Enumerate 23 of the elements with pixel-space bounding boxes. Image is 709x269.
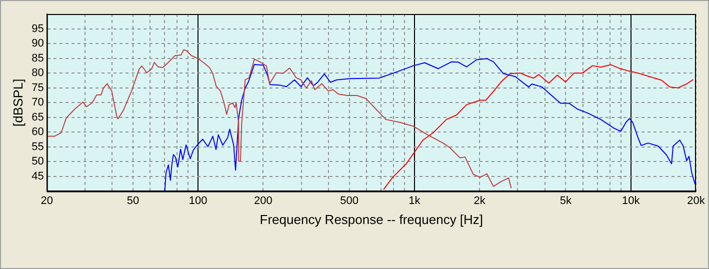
y-tick-label: 75 [32, 82, 44, 94]
y-tick-label: 45 [32, 170, 44, 182]
y-tick-label: 80 [32, 67, 44, 80]
x-tick-label: 20 [40, 194, 53, 207]
y-tick-label: 50 [32, 156, 44, 168]
y-tick-label: 65 [32, 111, 44, 124]
y-tick-label: 90 [32, 38, 44, 50]
x-tick-label: 500 [340, 194, 359, 207]
x-tick-label: 5k [560, 194, 572, 207]
x-tick-label: 10k [622, 194, 640, 207]
y-tick-label: 70 [32, 96, 44, 109]
x-tick-label: 50 [126, 194, 140, 207]
x-tick-label: 20k [687, 194, 706, 207]
x-tick-label: 100 [188, 194, 208, 207]
y-tick-label: 55 [32, 140, 44, 153]
x-axis-title: Frequency Response -- frequency [Hz] [260, 212, 484, 227]
x-tick-label: 2k [474, 194, 486, 207]
y-tick-label: 85 [32, 52, 44, 64]
y-tick-label: 95 [32, 22, 44, 35]
y-tick-label: 60 [32, 126, 44, 138]
x-tick-label: 1k [408, 194, 421, 207]
y-axis-title: [dBSPL] [10, 78, 26, 126]
x-tick-label: 200 [254, 194, 272, 207]
